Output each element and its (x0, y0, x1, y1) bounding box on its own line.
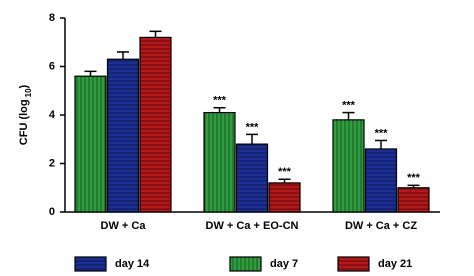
bar (139, 36, 172, 213)
bar (397, 187, 430, 213)
significance-label: *** (213, 95, 227, 107)
bar (106, 58, 140, 213)
y-label-part: CFU (log (18, 99, 30, 145)
bar (268, 182, 301, 213)
significance-label: *** (342, 99, 356, 111)
significance-label: *** (407, 172, 421, 184)
significance-label: *** (278, 166, 292, 178)
legend-label: day 21 (378, 258, 412, 270)
x-tick-label: DW + Ca (101, 220, 147, 232)
bar (235, 143, 269, 213)
x-tick-label: DW + Ca + CZ (345, 220, 417, 232)
significance-label: *** (375, 127, 389, 139)
y-label-part: ) (18, 84, 30, 88)
legend-swatch (229, 256, 262, 272)
x-tick-label: DW + Ca + EO-CN (206, 220, 299, 232)
bar (332, 119, 365, 213)
bar (364, 148, 398, 213)
y-tick-label: 0 (49, 206, 55, 218)
bar (74, 75, 107, 213)
legend-label: day 7 (270, 258, 298, 270)
bar (203, 111, 236, 213)
y-axis-label: CFU (log 10) (18, 84, 33, 145)
legend-swatch (337, 256, 370, 272)
y-tick-label: 2 (49, 157, 55, 169)
y-tick-label: 8 (49, 12, 55, 24)
significance-label: *** (246, 121, 260, 133)
y-tick-label: 4 (49, 109, 56, 121)
y-label-subscript: 10 (24, 88, 33, 97)
y-tick-label: 6 (49, 60, 55, 72)
legend-swatch (74, 256, 107, 272)
legend-label: day 14 (115, 258, 150, 270)
